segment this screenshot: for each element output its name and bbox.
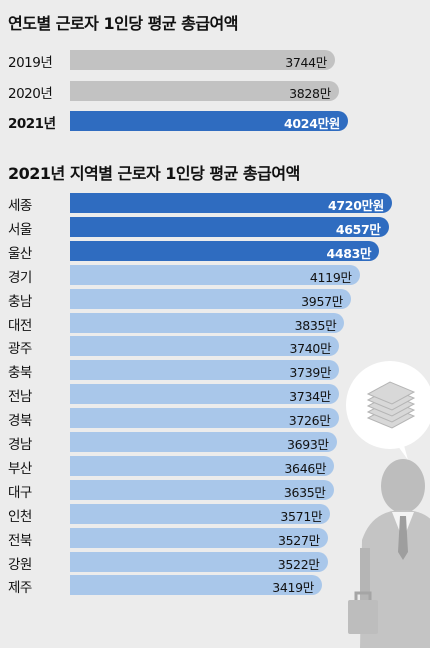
category-label: 전남 bbox=[8, 389, 32, 406]
category-label: 대구 bbox=[8, 484, 32, 501]
value-label: 4657만 bbox=[335, 221, 381, 237]
bar bbox=[70, 551, 328, 572]
category-label: 부산 bbox=[8, 460, 32, 477]
briefcase-icon bbox=[348, 591, 378, 634]
value-label: 3527만 bbox=[278, 532, 320, 548]
bar bbox=[70, 80, 339, 101]
category-label: 2021년 bbox=[8, 116, 56, 132]
bar bbox=[70, 264, 360, 285]
speech-bubble-icon bbox=[346, 361, 430, 460]
category-label: 인천 bbox=[8, 508, 32, 525]
bar bbox=[70, 193, 392, 213]
value-label: 3739만 bbox=[289, 365, 332, 381]
value-label: 3571만 bbox=[280, 508, 323, 524]
bar bbox=[70, 408, 339, 429]
bar bbox=[70, 50, 335, 70]
bar bbox=[70, 384, 339, 405]
value-label: 4483만 bbox=[326, 245, 372, 261]
bar bbox=[70, 240, 380, 261]
category-label: 경남 bbox=[8, 437, 32, 453]
bar bbox=[70, 432, 337, 452]
bar bbox=[70, 312, 345, 333]
bar bbox=[70, 336, 340, 357]
category-label: 2019년 bbox=[8, 55, 53, 71]
bar bbox=[70, 575, 322, 596]
value-label: 3828만 bbox=[289, 85, 331, 101]
bar bbox=[70, 111, 348, 131]
category-label: 2020년 bbox=[8, 85, 53, 102]
value-label: 3693만 bbox=[286, 437, 329, 452]
bar bbox=[70, 360, 340, 381]
category-label: 강원 bbox=[8, 556, 32, 573]
value-label: 3635만 bbox=[283, 484, 326, 500]
value-label: 4024만원 bbox=[284, 116, 340, 131]
value-label: 3740만 bbox=[289, 341, 332, 357]
category-label: 전북 bbox=[8, 532, 32, 549]
bar bbox=[70, 527, 328, 548]
category-label: 울산 bbox=[8, 245, 32, 262]
value-label: 3835만 bbox=[294, 317, 337, 333]
category-label: 제주 bbox=[8, 580, 32, 597]
value-label: 4119만 bbox=[309, 269, 352, 285]
bar bbox=[70, 503, 331, 524]
value-label: 3726만 bbox=[288, 413, 331, 429]
category-label: 세종 bbox=[8, 198, 32, 214]
yearly-chart-title: 연도별 근로자 1인당 평균 총급여액 bbox=[8, 14, 239, 33]
regional-chart-title: 2021년 지역별 근로자 1인당 평균 총급여액 bbox=[8, 164, 300, 183]
category-label: 서울 bbox=[8, 221, 32, 238]
category-label: 광주 bbox=[8, 341, 32, 358]
category-label: 경북 bbox=[8, 413, 32, 430]
category-label: 충남 bbox=[8, 293, 32, 310]
value-label: 3744만 bbox=[285, 55, 327, 70]
bar bbox=[70, 216, 389, 237]
value-label: 3419만 bbox=[272, 580, 314, 596]
value-label: 4720만원 bbox=[328, 198, 384, 213]
value-label: 3522만 bbox=[277, 556, 320, 572]
bar bbox=[70, 288, 351, 309]
category-label: 경기 bbox=[8, 269, 32, 286]
category-label: 대전 bbox=[8, 317, 32, 334]
bar bbox=[70, 479, 334, 500]
category-label: 충북 bbox=[8, 365, 32, 382]
bar bbox=[70, 455, 335, 476]
value-label: 3957만 bbox=[301, 293, 343, 309]
value-label: 3734만 bbox=[289, 389, 331, 405]
value-label: 3646만 bbox=[284, 460, 327, 476]
